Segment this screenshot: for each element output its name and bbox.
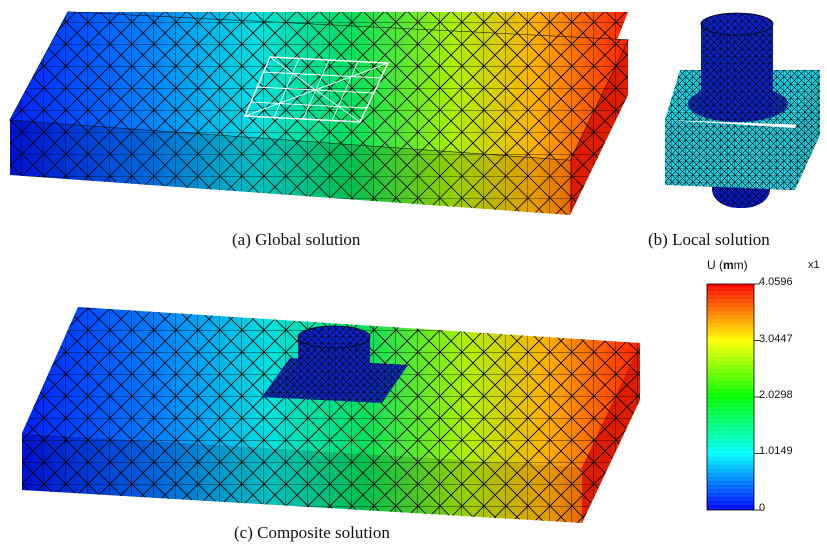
colorbar-tick-label: 1.0149 — [759, 445, 793, 457]
caption-composite: (c) Composite solution — [234, 523, 390, 542]
colorbar-stripes — [708, 287, 753, 509]
colorbar-title: U (mm) — [707, 258, 748, 272]
global-front-face-flat — [10, 120, 570, 215]
colorbar — [706, 283, 760, 511]
global-solution-plate — [9, 11, 629, 215]
colorbar-tick-label: 2.0298 — [759, 389, 793, 401]
colorbar-tick-label: 0 — [759, 502, 766, 514]
colorbar-tick-label: 4.0596 — [759, 276, 793, 288]
colorbar-multiplier: x1 — [808, 259, 820, 271]
colorbar-title-unit: m — [723, 258, 734, 272]
caption-global: (a) Global solution — [232, 230, 361, 249]
caption-local: (b) Local solution — [648, 230, 770, 249]
colorbar-title-suffix: m) — [733, 258, 748, 272]
composite-solution-plate — [22, 307, 640, 523]
colorbar-tick-label: 3.0447 — [759, 333, 793, 345]
colorbar-tick-marks — [754, 283, 760, 511]
highlight-mesh — [244, 56, 389, 123]
colorbar-gradient — [706, 283, 755, 511]
colorbar-title-prefix: U ( — [707, 258, 723, 272]
local-solution-model — [665, 12, 820, 208]
